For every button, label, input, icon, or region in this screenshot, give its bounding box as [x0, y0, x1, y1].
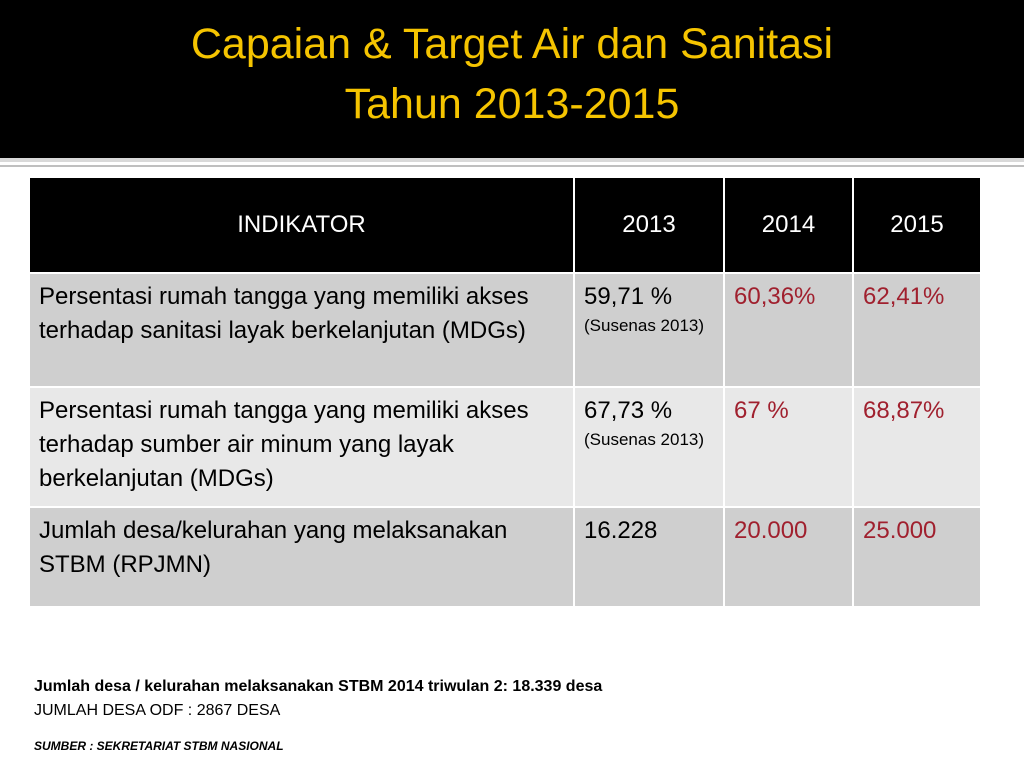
- header-2013: 2013: [573, 176, 725, 274]
- value-2013: 59,71 %: [584, 283, 673, 310]
- value-2013-cell: 16.228: [573, 506, 725, 608]
- value-source: (Susenas 2013): [584, 316, 705, 335]
- source-note: SUMBER : SEKRETARIAT STBM NASIONAL: [34, 739, 284, 753]
- value-2015-cell: 68,87%: [852, 386, 982, 508]
- table-row: Persentasi rumah tangga yang memiliki ak…: [28, 386, 982, 508]
- value-2015-cell: 62,41%: [852, 272, 982, 388]
- header-indikator: INDIKATOR: [28, 176, 575, 274]
- indicator-cell: Persentasi rumah tangga yang memiliki ak…: [28, 272, 575, 388]
- indicator-table: INDIKATOR 2013 2014 2015 Persentasi ruma…: [28, 176, 982, 608]
- page-title: Capaian & Target Air dan Sanitasi: [190, 20, 834, 68]
- indicator-cell: Jumlah desa/kelurahan yang melaksanakan …: [28, 506, 575, 608]
- title-bar: Capaian & Target Air dan Sanitasi Tahun …: [0, 0, 1024, 158]
- value-2014-cell: 60,36%: [723, 272, 854, 388]
- value-2013-cell: 67,73 % (Susenas 2013): [573, 386, 725, 508]
- value-2015-cell: 25.000: [852, 506, 982, 608]
- table-row: Persentasi rumah tangga yang memiliki ak…: [28, 272, 982, 388]
- value-source: (Susenas 2013): [584, 430, 705, 449]
- indicator-cell: Persentasi rumah tangga yang memiliki ak…: [28, 386, 575, 508]
- value-2014-cell: 20.000: [723, 506, 854, 608]
- table-row: Jumlah desa/kelurahan yang melaksanakan …: [28, 506, 982, 608]
- table-header-row: INDIKATOR 2013 2014 2015: [28, 176, 982, 274]
- page-subtitle: Tahun 2013-2015: [344, 80, 680, 128]
- value-2014-cell: 67 %: [723, 386, 854, 508]
- header-2015: 2015: [852, 176, 982, 274]
- value-2013: 67,73 %: [584, 397, 673, 424]
- value-2013-cell: 59,71 % (Susenas 2013): [573, 272, 725, 388]
- divider: [0, 158, 1024, 162]
- header-2014: 2014: [723, 176, 854, 274]
- note-stbm-2014: Jumlah desa / kelurahan melaksanakan STB…: [34, 678, 603, 695]
- note-odf: JUMLAH DESA ODF : 2867 DESA: [34, 702, 281, 719]
- divider-thin: [0, 165, 1024, 167]
